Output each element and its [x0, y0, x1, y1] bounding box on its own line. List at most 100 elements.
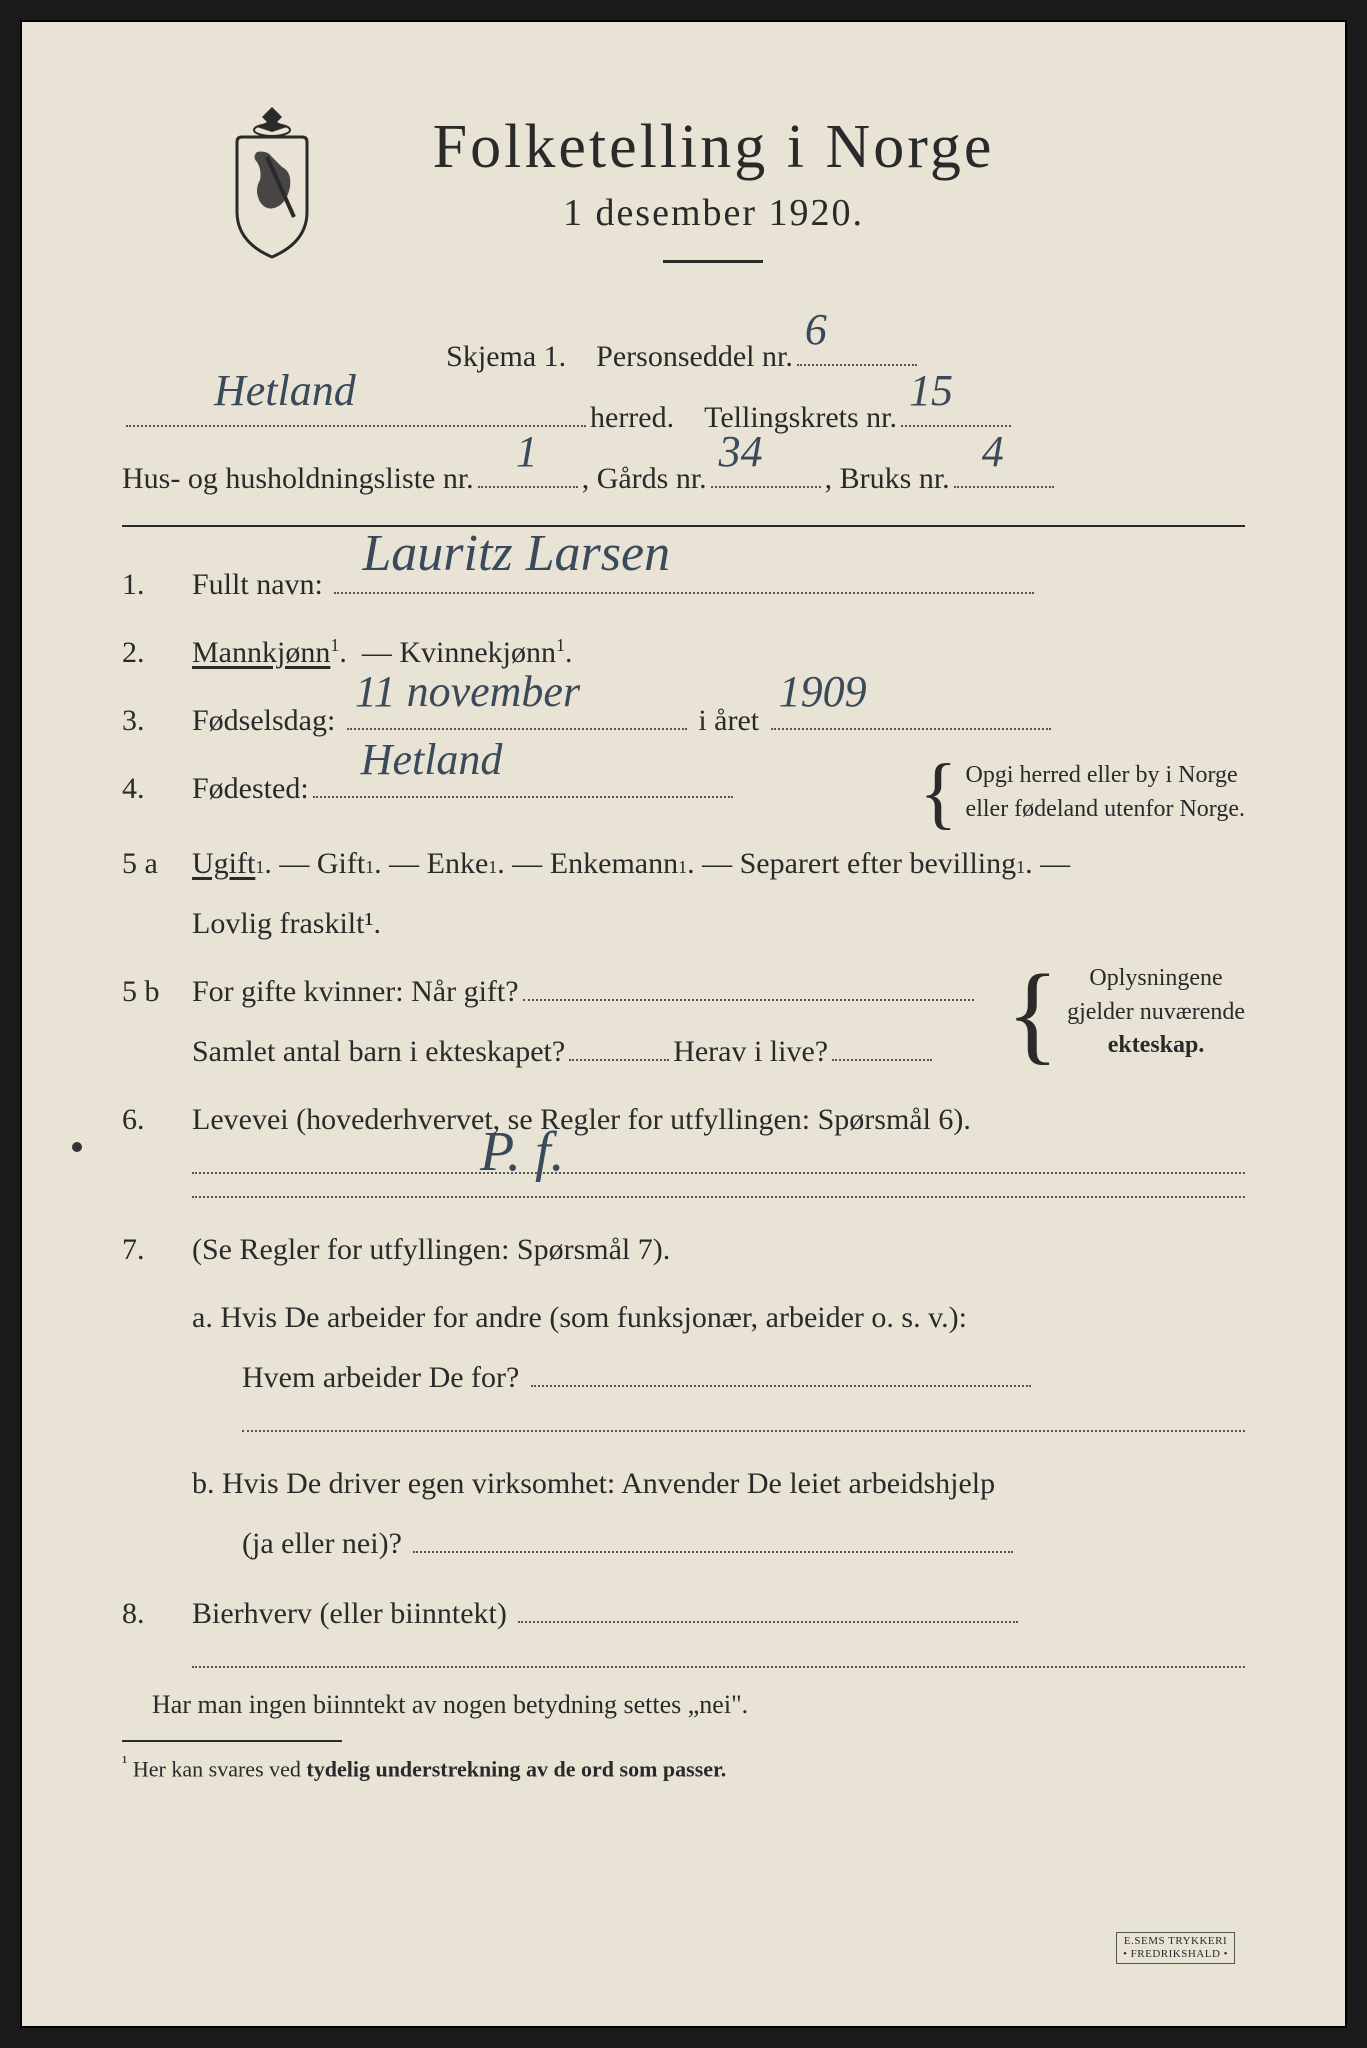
q7a-text2: Hvem arbeider De for?	[242, 1361, 519, 1394]
q7a-label: a.	[192, 1301, 213, 1334]
margin-dot	[72, 1142, 82, 1152]
q5b-note: Oplysningene gjelder nuværende ekteskap.	[1067, 962, 1245, 1063]
q1: 1. Fullt navn: Lauritz Larsen	[122, 555, 1245, 615]
gards-label: , Gårds nr.	[582, 450, 707, 507]
gards-field: 34	[711, 460, 821, 488]
herred-label: herred.	[590, 389, 674, 446]
q7b-text2: (ja eller nei)?	[242, 1527, 402, 1560]
krets-value: 15	[901, 349, 961, 433]
footnote-text: Her kan svares ved tydelig understreknin…	[133, 1757, 726, 1782]
q7b-field	[413, 1525, 1013, 1553]
q8-field	[518, 1595, 1018, 1623]
q1-num: 1.	[122, 555, 192, 615]
q5b-note-a: Oplysningene	[1067, 962, 1245, 996]
q5a: 5 a Ugift1. — Gift1. — Enke1. — Enkemann…	[122, 834, 1245, 954]
q4: 4. Fødested: Hetland { Opgi herred eller…	[122, 759, 1245, 826]
q3-num: 3.	[122, 691, 192, 751]
gards-value: 34	[711, 410, 771, 494]
q6-line1: P. f.	[192, 1172, 1245, 1174]
q4-field: Hetland	[313, 770, 733, 798]
q4-note-b: eller fødeland utenfor Norge.	[966, 793, 1245, 827]
q7a-line2	[242, 1430, 1245, 1432]
person-nr-field: 6	[797, 338, 917, 366]
q1-field: Lauritz Larsen	[334, 566, 1034, 594]
header: Folketelling i Norge 1 desember 1920.	[122, 112, 1245, 298]
q5a-num: 5 a	[122, 834, 192, 894]
q2-mann: Mannkjønn	[192, 636, 330, 669]
q4-value: Hetland	[353, 716, 511, 804]
q4-note-a: Opgi herred eller by i Norge	[966, 759, 1245, 793]
q7b: b. Hvis De driver egen virksomhet: Anven…	[192, 1454, 1245, 1574]
footnote-mark: ¹	[122, 1752, 127, 1772]
bruks-value: 4	[974, 410, 1012, 494]
q5b-label-b: Samlet antal barn i ekteskapet?	[192, 1022, 565, 1082]
main-title: Folketelling i Norge	[433, 112, 995, 183]
bruks-field: 4	[954, 460, 1054, 488]
q5b-note-b: gjelder nuværende	[1067, 996, 1245, 1030]
q7a: a. Hvis De arbeider for andre (som funks…	[192, 1288, 1245, 1408]
q5b: 5 b For gifte kvinner: Når gift? Samlet …	[122, 962, 1245, 1082]
q3-year-field: 1909	[771, 702, 1051, 730]
q5b-num: 5 b	[122, 962, 192, 1022]
q6: 6. Levevei (hovederhvervet, se Regler fo…	[122, 1090, 1245, 1150]
q3-label: Fødselsdag:	[192, 704, 335, 737]
q8-label: Bierhverv (eller biinntekt)	[192, 1597, 507, 1630]
q8-line2	[192, 1666, 1245, 1668]
hus-line: Hus- og husholdningsliste nr. 1 , Gårds …	[122, 450, 1245, 507]
q5a-line2: Lovlig fraskilt¹.	[192, 894, 1245, 954]
q5b-note-c: ekteskap.	[1067, 1029, 1245, 1063]
q2: 2. Mannkjønn1. — Kvinnekjønn1.	[122, 623, 1245, 683]
q6-label: Levevei (hovederhvervet, se Regler for u…	[192, 1090, 1245, 1150]
brace-icon: {	[1006, 969, 1059, 1057]
census-form-page: Folketelling i Norge 1 desember 1920. Sk…	[20, 20, 1347, 2028]
q3: 3. Fødselsdag: 11 november i året 1909	[122, 691, 1245, 751]
q2-num: 2.	[122, 623, 192, 683]
q7-num: 7.	[122, 1220, 192, 1280]
q5b-field-a	[523, 973, 975, 1001]
q8-num: 8.	[122, 1584, 192, 1644]
brace-icon: {	[919, 761, 957, 825]
footnote-rule	[122, 1740, 342, 1742]
q4-num: 4.	[122, 759, 192, 819]
q7: 7. (Se Regler for utfyllingen: Spørsmål …	[122, 1220, 1245, 1280]
q7b-label: b.	[192, 1467, 215, 1500]
q5a-ugift: Ugift	[192, 834, 255, 894]
q4-note: Opgi herred eller by i Norge eller fødel…	[966, 759, 1245, 826]
printer-line1: E.SEMS TRYKKERI	[1123, 1935, 1228, 1948]
hus-nr-field: 1	[478, 460, 578, 488]
hus-label: Hus- og husholdningsliste nr.	[122, 450, 474, 507]
q1-value: Lauritz Larsen	[354, 502, 678, 606]
q5b-field-c	[832, 1033, 932, 1061]
printer-mark: E.SEMS TRYKKERI • FREDRIKSHALD •	[1116, 1932, 1235, 1964]
q7b-text1: Hvis De driver egen virksomhet: Anvender…	[222, 1467, 995, 1500]
footnote: ¹ Her kan svares ved tydelig understrekn…	[122, 1752, 1245, 1782]
bruks-label: , Bruks nr.	[825, 450, 950, 507]
q1-label: Fullt navn:	[192, 568, 323, 601]
q6-num: 6.	[122, 1090, 192, 1150]
q3-year-value: 1909	[771, 648, 875, 736]
coat-of-arms-icon	[212, 102, 332, 262]
q8: 8. Bierhverv (eller biinntekt)	[122, 1584, 1245, 1644]
date-line: 1 desember 1920.	[433, 191, 995, 235]
q7-label: (Se Regler for utfyllingen: Spørsmål 7).	[192, 1220, 1245, 1280]
question-list: 1. Fullt navn: Lauritz Larsen 2. Mannkjø…	[122, 555, 1245, 1783]
section-divider	[122, 525, 1245, 527]
q4-label: Fødested:	[192, 759, 309, 819]
q6-value: P. f.	[472, 1120, 573, 1184]
q7a-text1: Hvis De arbeider for andre (som funksjon…	[220, 1301, 967, 1334]
q5b-field-b	[569, 1033, 669, 1061]
title-block: Folketelling i Norge 1 desember 1920.	[433, 112, 995, 298]
person-label: Personseddel nr.	[596, 328, 793, 385]
printer-line2: • FREDRIKSHALD •	[1123, 1948, 1228, 1961]
q3-year-label: i året	[698, 704, 759, 737]
q6-line2	[192, 1196, 1245, 1198]
footer-note: Har man ingen biinntekt av nogen betydni…	[152, 1690, 1245, 1720]
title-rule	[663, 260, 763, 263]
herred-value: Hetland	[206, 349, 364, 433]
q5b-label-a: For gifte kvinner: Når gift?	[192, 962, 519, 1022]
herred-line: Hetland herred. Tellingskrets nr. 15	[122, 389, 1245, 446]
skjema-label: Skjema 1.	[446, 328, 566, 385]
hus-nr-value: 1	[508, 410, 546, 494]
q7a-field	[531, 1359, 1031, 1387]
person-nr-value: 6	[797, 288, 835, 372]
